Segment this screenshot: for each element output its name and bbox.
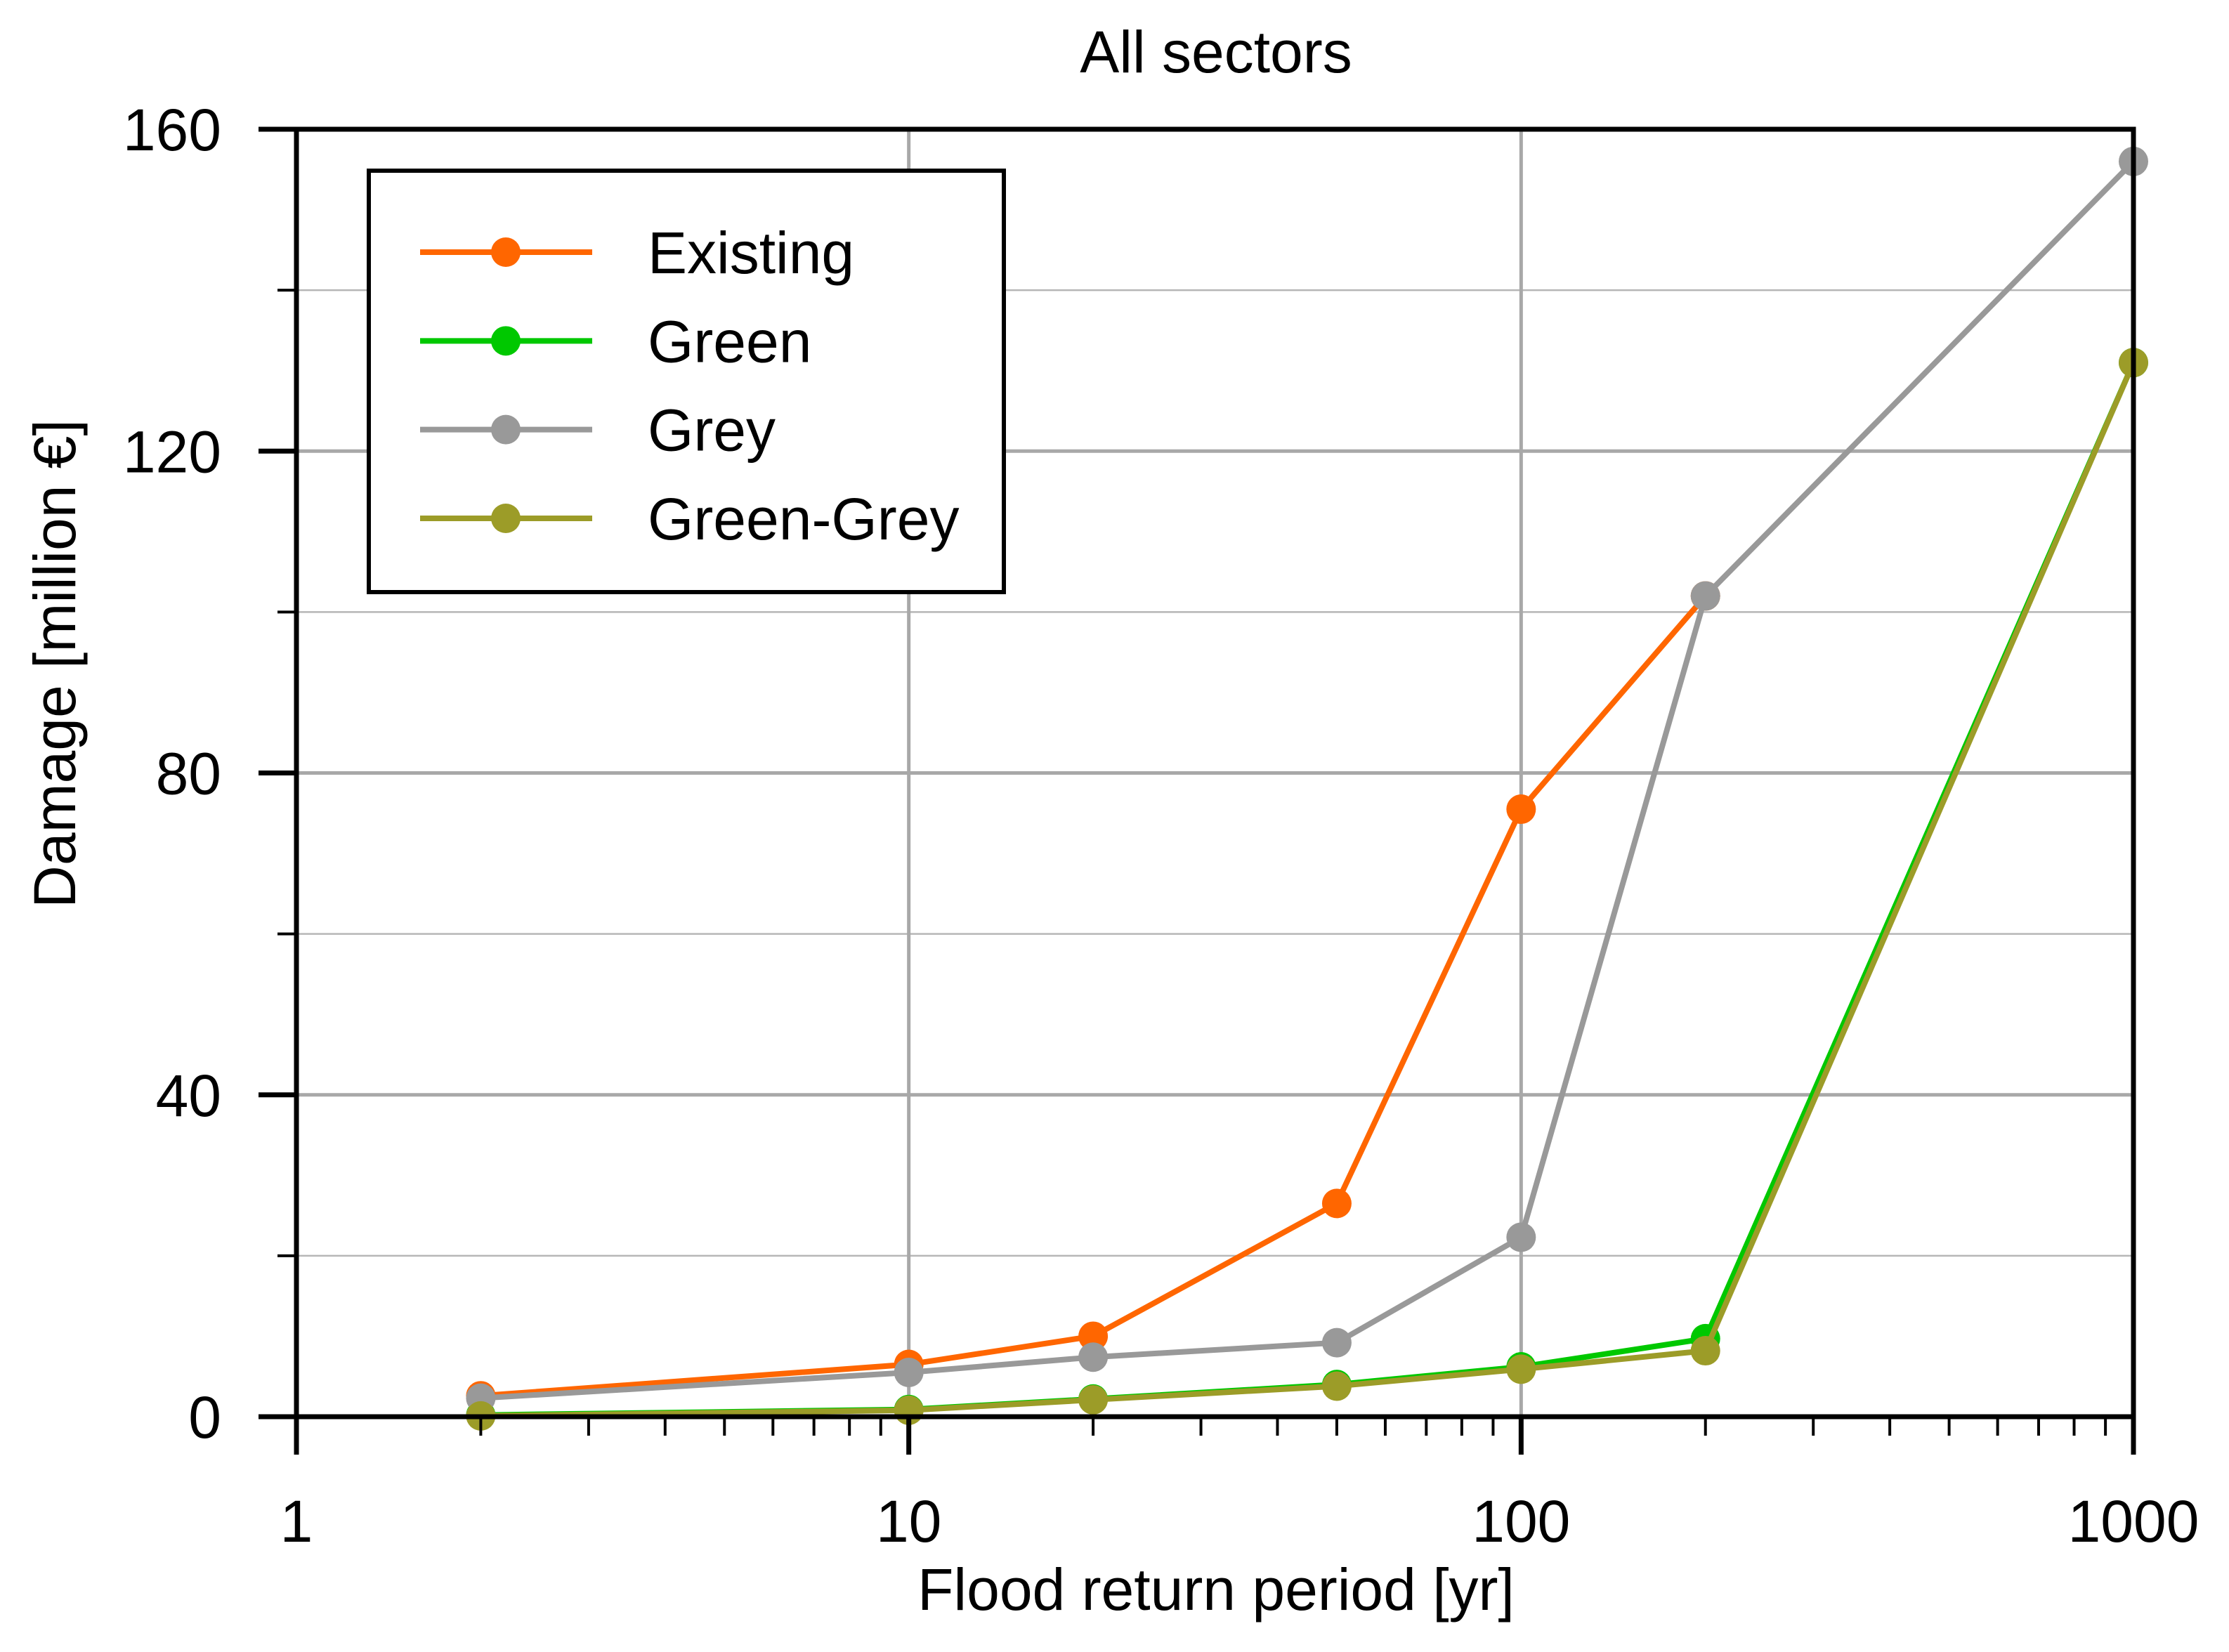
x-tick-label: 10 (876, 1488, 941, 1554)
legend-sample-marker (491, 414, 521, 445)
chart-title: All sectors (1080, 19, 1352, 85)
legend-label: Grey (648, 398, 776, 464)
legend: Existing Green Grey Green-Grey (367, 169, 1006, 594)
y-tick-label: 80 (156, 741, 221, 807)
series-marker-green-grey (1321, 1371, 1352, 1401)
y-tick-label: 40 (156, 1063, 221, 1129)
series-marker-grey (1690, 581, 1720, 611)
legend-sample-marker (491, 503, 521, 533)
y-tick-label: 120 (123, 419, 221, 485)
legend-sample-marker (491, 326, 521, 356)
axis-ticks (259, 126, 2136, 1455)
series-marker-existing (1321, 1188, 1352, 1219)
data-series (466, 146, 2148, 1431)
legend-label: Existing (648, 220, 854, 286)
series-marker-grey (1506, 1222, 1536, 1252)
legend-sample-marker (491, 237, 521, 267)
series-marker-existing (1078, 1321, 1109, 1351)
x-tick-label: 1000 (2068, 1488, 2199, 1554)
y-tick-label: 160 (123, 97, 221, 163)
legend-label: Green-Grey (648, 486, 959, 552)
series-marker-green-grey (1506, 1354, 1536, 1384)
y-axis-label: Damage [million €] (22, 419, 88, 908)
series-line-existing (481, 594, 1708, 1399)
x-tick-label: 100 (1472, 1488, 1570, 1554)
legend-label: Green (648, 308, 811, 374)
series-marker-grey (894, 1357, 924, 1387)
legend-box (367, 169, 1006, 594)
series-marker-green-grey (1690, 1336, 1720, 1366)
series-marker-green-grey (1078, 1384, 1109, 1415)
series-marker-grey (1078, 1342, 1109, 1372)
series-marker-existing (1506, 794, 1536, 825)
x-axis-label: Flood return period [yr] (917, 1556, 1515, 1622)
tick-labels: 1 10 100 1000 0 40 80 120 160 (123, 97, 2199, 1554)
y-tick-label: 0 (188, 1384, 221, 1450)
x-tick-label: 1 (280, 1488, 313, 1554)
series-marker-grey (1321, 1328, 1352, 1358)
